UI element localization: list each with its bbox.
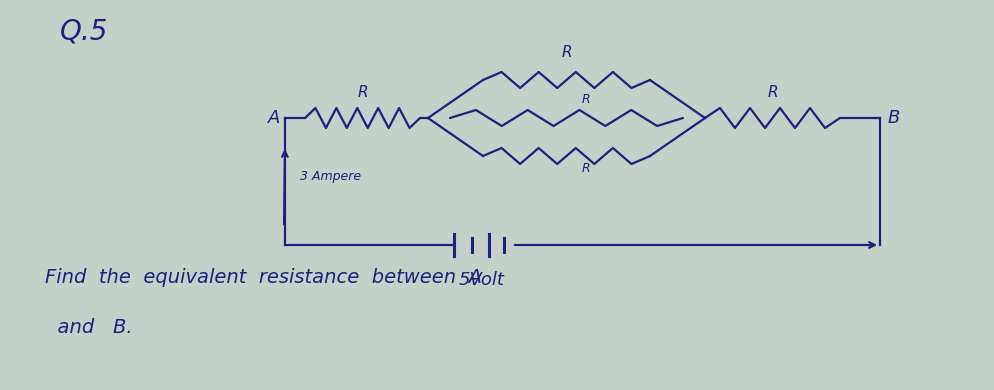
Text: A: A [267,109,280,127]
Text: R: R [357,85,368,100]
Text: 5Volt: 5Volt [459,271,505,289]
Text: R: R [562,45,572,60]
Text: B: B [888,109,901,127]
Text: Q.5: Q.5 [60,18,108,46]
Text: R: R [581,162,590,175]
Text: 3 Ampere: 3 Ampere [300,170,361,183]
Text: R: R [581,93,590,106]
Text: R: R [767,85,778,100]
Text: and   B.: and B. [45,318,132,337]
Text: Find  the  equivalent  resistance  between  A: Find the equivalent resistance between A [45,268,482,287]
